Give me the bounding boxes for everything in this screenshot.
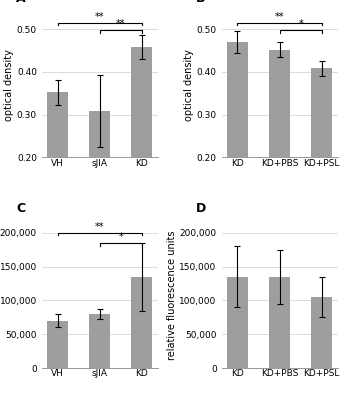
Text: *: * <box>298 19 303 29</box>
Bar <box>132 277 152 368</box>
Y-axis label: relative fluorescence units: relative fluorescence units <box>167 230 177 360</box>
Bar <box>47 321 68 368</box>
Bar <box>269 277 290 368</box>
Text: **: ** <box>116 19 126 29</box>
Y-axis label: optical density: optical density <box>4 49 14 120</box>
Y-axis label: optical density: optical density <box>184 49 194 120</box>
Bar <box>47 92 68 243</box>
Text: **: ** <box>95 222 104 232</box>
Text: B: B <box>196 0 206 5</box>
Text: D: D <box>196 202 206 216</box>
Text: *: * <box>118 232 123 242</box>
Text: C: C <box>16 202 25 216</box>
Bar <box>311 68 332 243</box>
Bar <box>227 277 248 368</box>
Text: **: ** <box>275 12 284 22</box>
Bar <box>227 42 248 243</box>
Text: **: ** <box>95 12 104 22</box>
Bar <box>311 297 332 368</box>
Text: A: A <box>16 0 26 5</box>
Bar <box>269 50 290 243</box>
Bar <box>89 111 110 243</box>
Bar <box>89 314 110 368</box>
Bar <box>132 47 152 243</box>
